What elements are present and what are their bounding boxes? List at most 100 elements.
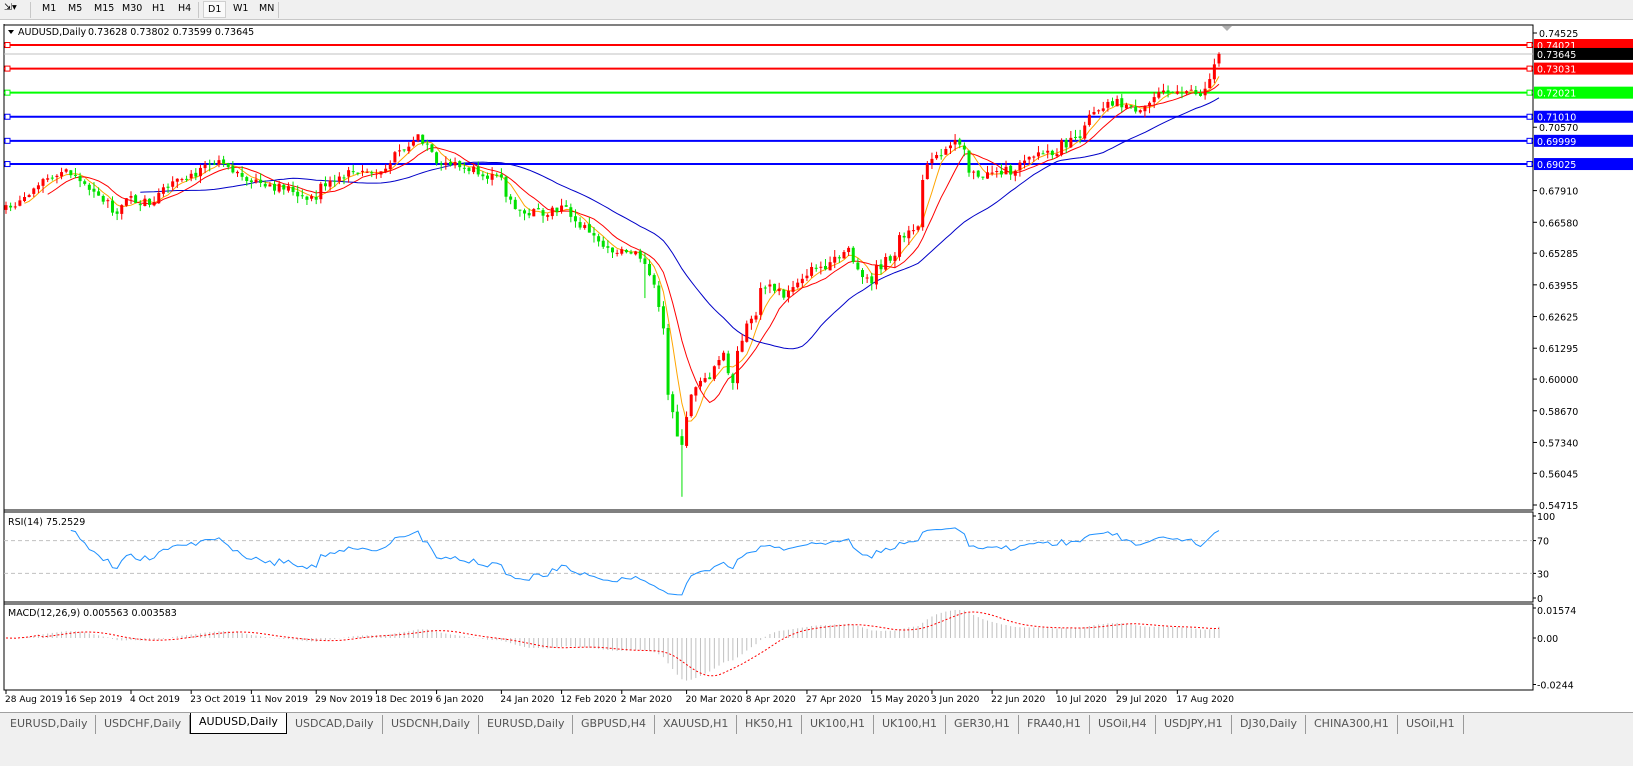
candle-body [805,275,809,279]
timeframe-m30-button[interactable]: M30 [122,3,143,14]
candle [638,248,642,263]
candle [1064,138,1068,154]
candle [421,134,425,146]
candle-body [962,145,966,150]
candle [291,181,295,196]
candle [351,164,355,175]
chart-tab[interactable]: USOil,H1 [1398,715,1464,734]
candle-body [64,169,68,172]
candle-body [314,196,318,200]
timeframe-mn-button[interactable]: MN [259,3,275,14]
candle [1092,106,1096,116]
candle-body [235,171,239,174]
candle-body [97,191,101,196]
candle-body [935,155,939,159]
chart-tab[interactable]: AUDUSD,Daily [190,713,287,734]
chart-tab[interactable]: DJ30,Daily [1232,715,1307,734]
chart-tab[interactable]: GBPUSD,H4 [573,715,655,734]
chart-tab[interactable]: UK100,H1 [874,715,947,734]
timeframe-toolbar: ⇲▾ M1 M5 M15 M30 H1 H4 D1 W1 MN [0,0,1633,20]
candle-body [786,290,790,298]
candle [462,162,466,174]
candle [578,217,582,230]
candle [4,201,8,214]
candle-body [101,195,105,202]
price-tick-label: 0.56045 [1539,469,1578,480]
chart-window[interactable]: 0.74525 0.70570 0.67910 0.66580 0.65285 0.639… [0,24,1633,711]
chart-tab[interactable]: XAUUSD,H1 [655,715,738,734]
candle-body [245,177,249,181]
candle [754,311,758,323]
candle [1111,97,1115,107]
candle-body [703,378,707,382]
main-pane-frame [3,24,1534,511]
chart-tab[interactable]: USOil,H4 [1090,715,1156,734]
timeframe-d1-button[interactable]: D1 [203,1,227,18]
candle [671,391,675,419]
chart-tab[interactable]: UK100,H1 [802,715,875,734]
chart-symbol-label: AUDUSD,Daily [18,27,87,38]
candle-body [458,161,462,168]
candle-body [439,163,443,165]
candle-body [296,191,300,197]
chart-tab[interactable]: USDCAD,Daily [287,715,383,734]
timeframe-h1-button[interactable]: H1 [152,3,166,14]
candle-body [36,185,40,190]
candle [740,333,744,353]
timeframe-m1-button[interactable]: M1 [42,3,57,14]
date-tick-label: 17 Aug 2020 [1176,695,1234,705]
timeframe-w1-button[interactable]: W1 [233,3,249,14]
timeframe-m15-button[interactable]: M15 [94,3,115,14]
candle-body [18,200,22,206]
candle-body [620,249,624,254]
candle-body [249,180,253,183]
chart-tab[interactable]: HK50,H1 [737,715,803,734]
candle [736,346,740,390]
candle [41,177,45,193]
candle [972,170,976,180]
candle [962,142,966,157]
candle [509,194,513,205]
candle [800,273,804,287]
candle [314,190,318,205]
candle [499,168,503,181]
price-tick-label: 0.67910 [1539,187,1578,198]
chart-tab[interactable]: FRA40,H1 [1019,715,1090,734]
candle [328,176,332,191]
candle [856,258,860,271]
candle [194,168,198,181]
candle-body [83,181,87,184]
candle [115,208,119,221]
candle-body [55,175,59,178]
status-area [0,734,1633,766]
chart-tab[interactable]: GER30,H1 [946,715,1019,734]
candle [560,198,564,214]
chart-tab[interactable]: USDJPY,H1 [1156,715,1232,734]
candle [490,167,494,186]
chart-tab[interactable]: CHINA300,H1 [1306,715,1398,734]
chart-tab[interactable]: EURUSD,Daily [2,715,97,734]
candle [87,182,91,196]
candle-body [583,225,587,228]
candle [1041,150,1045,155]
chart-tab[interactable]: USDCHF,Daily [96,715,191,734]
candle-body [402,149,406,151]
candle-body [893,255,897,262]
candle [439,161,443,171]
timeframe-m5-button[interactable]: M5 [68,3,83,14]
draw-tools-dropdown-icon[interactable]: ⇲▾ [4,2,17,13]
candle [749,315,753,330]
candle [911,224,915,235]
candle-body [129,196,133,198]
candle [152,196,156,207]
candle-body [527,212,531,216]
current-price-label: 0.73645 [1537,50,1576,61]
candle [1124,102,1128,110]
candle [902,232,906,243]
chart-tab[interactable]: EURUSD,Daily [479,715,574,734]
timeframe-h4-button[interactable]: H4 [178,3,192,14]
candle [360,165,364,177]
candle [712,365,716,382]
candle-body [277,183,281,192]
chart-tab[interactable]: USDCNH,Daily [383,715,480,734]
